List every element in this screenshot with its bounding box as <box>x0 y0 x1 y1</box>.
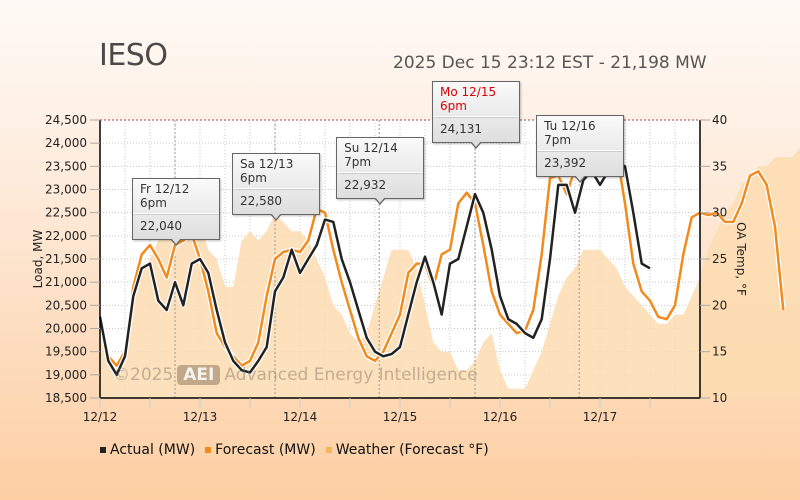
y2-tick-label: 10 <box>712 391 727 405</box>
legend-label-forecast: Forecast (MW) <box>215 442 316 458</box>
watermark-logo: AEI <box>177 365 221 385</box>
x-tick-label: 12/13 <box>183 410 218 424</box>
y-tick-label: 20,500 <box>45 298 87 312</box>
tooltip: Tu 12/16 7pm 23,392 <box>536 115 625 184</box>
tooltip: Su 12/14 7pm 22,932 <box>336 136 425 205</box>
y2-tick-label: 25 <box>712 252 727 266</box>
y-axis-title: Load, MW <box>31 230 45 289</box>
legend-swatch-forecast <box>205 447 212 453</box>
tooltip: Mo 12/15 6pm 24,131 <box>432 81 520 150</box>
chart-subtitle: 2025 Dec 15 23:12 EST - 21,198 MW <box>393 53 707 73</box>
x-tick-label: 12/15 <box>383 410 418 424</box>
legend-swatch-actual <box>100 447 106 453</box>
weather-area-layer <box>100 147 800 398</box>
y-tick-label: 20,000 <box>45 322 87 336</box>
y2-tick-label: 35 <box>712 159 727 173</box>
tooltip-value: 22,932 <box>337 172 424 198</box>
legend: Actual (MW) Forecast (MW) Weather (Forec… <box>100 442 493 458</box>
tooltip-value: 22,580 <box>233 188 319 214</box>
y-tick-label: 24,500 <box>45 113 87 127</box>
legend-swatch-weather <box>325 447 332 453</box>
watermark-copyright: ©2025 <box>113 365 174 385</box>
y-tick-label: 19,500 <box>45 345 87 359</box>
tooltip-label: Su 12/14 7pm <box>337 138 424 173</box>
x-tick-label: 12/12 <box>83 410 118 424</box>
x-tick-label: 12/17 <box>583 410 618 424</box>
y2-tick-label: 40 <box>712 113 727 127</box>
tooltip-pointer <box>170 237 182 246</box>
legend-label-actual: Actual (MW) <box>110 442 196 458</box>
watermark-text: Advanced Energy Intelligence <box>224 365 478 385</box>
y2-tick-label: 20 <box>712 298 727 312</box>
x-tick-label: 12/16 <box>483 410 518 424</box>
y-tick-label: 21,500 <box>45 252 87 266</box>
y2-tick-label: 15 <box>712 345 727 359</box>
right-axis-ticks: 10 15 20 25 30 35 40 <box>700 113 727 405</box>
tooltip-value: 22,040 <box>133 213 219 239</box>
tooltip-label: Sa 12/13 6pm <box>233 154 319 189</box>
legend-item-actual[interactable]: Actual (MW) <box>100 442 195 458</box>
y-tick-label: 23,500 <box>45 159 87 173</box>
tooltip-value: 24,131 <box>433 117 519 142</box>
actual-line <box>98 160 651 377</box>
x-tick-label: 12/14 <box>283 410 318 424</box>
tooltip-pointer <box>574 175 587 184</box>
tooltip-label: Tu 12/16 7pm <box>537 116 624 152</box>
forecast-line <box>98 135 785 367</box>
tooltip-pointer <box>270 212 282 221</box>
legend-item-weather[interactable]: Weather (Forecast °F) <box>325 442 489 458</box>
tooltip-value: 23,392 <box>537 151 624 176</box>
y-tick-label: 24,000 <box>45 136 87 150</box>
weather-area <box>100 147 800 398</box>
tooltip: Fr 12/12 6pm 22,040 <box>132 177 220 246</box>
forecast-line-layer <box>97 134 786 369</box>
page-title: IESO <box>99 38 168 73</box>
legend-label-weather: Weather (Forecast °F) <box>335 442 489 458</box>
y-tick-label: 22,500 <box>45 206 87 220</box>
y2-axis-title: OA Temp, °F <box>734 222 748 296</box>
left-axis-ticks: 18,500 19,000 19,500 20,000 20,500 21,000 21,5… <box>45 113 100 405</box>
watermark: ©2025 AEI Advanced Energy Intelligence <box>113 365 478 385</box>
tooltip-pointer <box>374 196 387 205</box>
x-axis-ticks: 12/12 12/13 12/14 12/15 12/16 12/17 <box>83 398 651 424</box>
tooltip: Sa 12/13 6pm 22,580 <box>232 152 320 221</box>
y-tick-label: 23,000 <box>45 183 87 197</box>
tooltip-label: Fr 12/12 6pm <box>133 179 219 214</box>
y-tick-label: 19,000 <box>45 368 87 382</box>
y-tick-label: 21,000 <box>45 275 87 289</box>
actual-line-layer <box>97 159 652 378</box>
y-tick-label: 18,500 <box>45 391 87 405</box>
legend-item-forecast[interactable]: Forecast (MW) <box>205 442 316 458</box>
y-tick-label: 22,000 <box>45 229 87 243</box>
y2-tick-label: 30 <box>712 206 727 220</box>
tooltip-pointer <box>470 141 482 150</box>
tooltip-label: Mo 12/15 6pm <box>433 82 519 118</box>
